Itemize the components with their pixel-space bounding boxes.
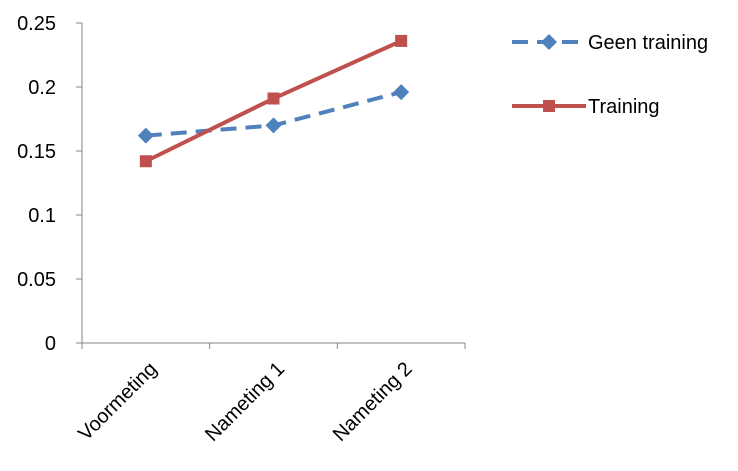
y-tick-label: 0.05 [17, 269, 56, 291]
y-tick-label: 0.25 [17, 13, 56, 35]
legend: Geen training Training [512, 32, 708, 118]
legend-item-2: Training [512, 96, 660, 118]
data-point [137, 127, 154, 144]
legend-label: Geen training [588, 32, 708, 54]
x-tick-label: Voormeting [74, 358, 161, 445]
data-point [265, 117, 282, 134]
y-tick-label: 0 [45, 333, 56, 355]
data-point [393, 84, 410, 101]
legend-label: Training [588, 96, 660, 118]
x-tick-label: Nameting 2 [329, 358, 417, 446]
y-tick-label: 0.2 [28, 77, 56, 99]
legend-marker [541, 34, 557, 50]
data-point [139, 155, 152, 168]
series-group [137, 34, 410, 168]
data-point [267, 92, 280, 105]
y-tick-label: 0.1 [28, 205, 56, 227]
x-tick-label: Nameting 1 [201, 358, 289, 446]
legend-marker [543, 100, 555, 112]
y-tick-label: 0.15 [17, 141, 56, 163]
axes: 0 0.05 0.1 0.15 0.2 0.25 Voormeting Nameting 1 N… [17, 13, 466, 446]
series-2 [139, 34, 408, 168]
series-1 [137, 84, 410, 144]
legend-item-1: Geen training [512, 32, 708, 54]
data-point [395, 34, 408, 47]
